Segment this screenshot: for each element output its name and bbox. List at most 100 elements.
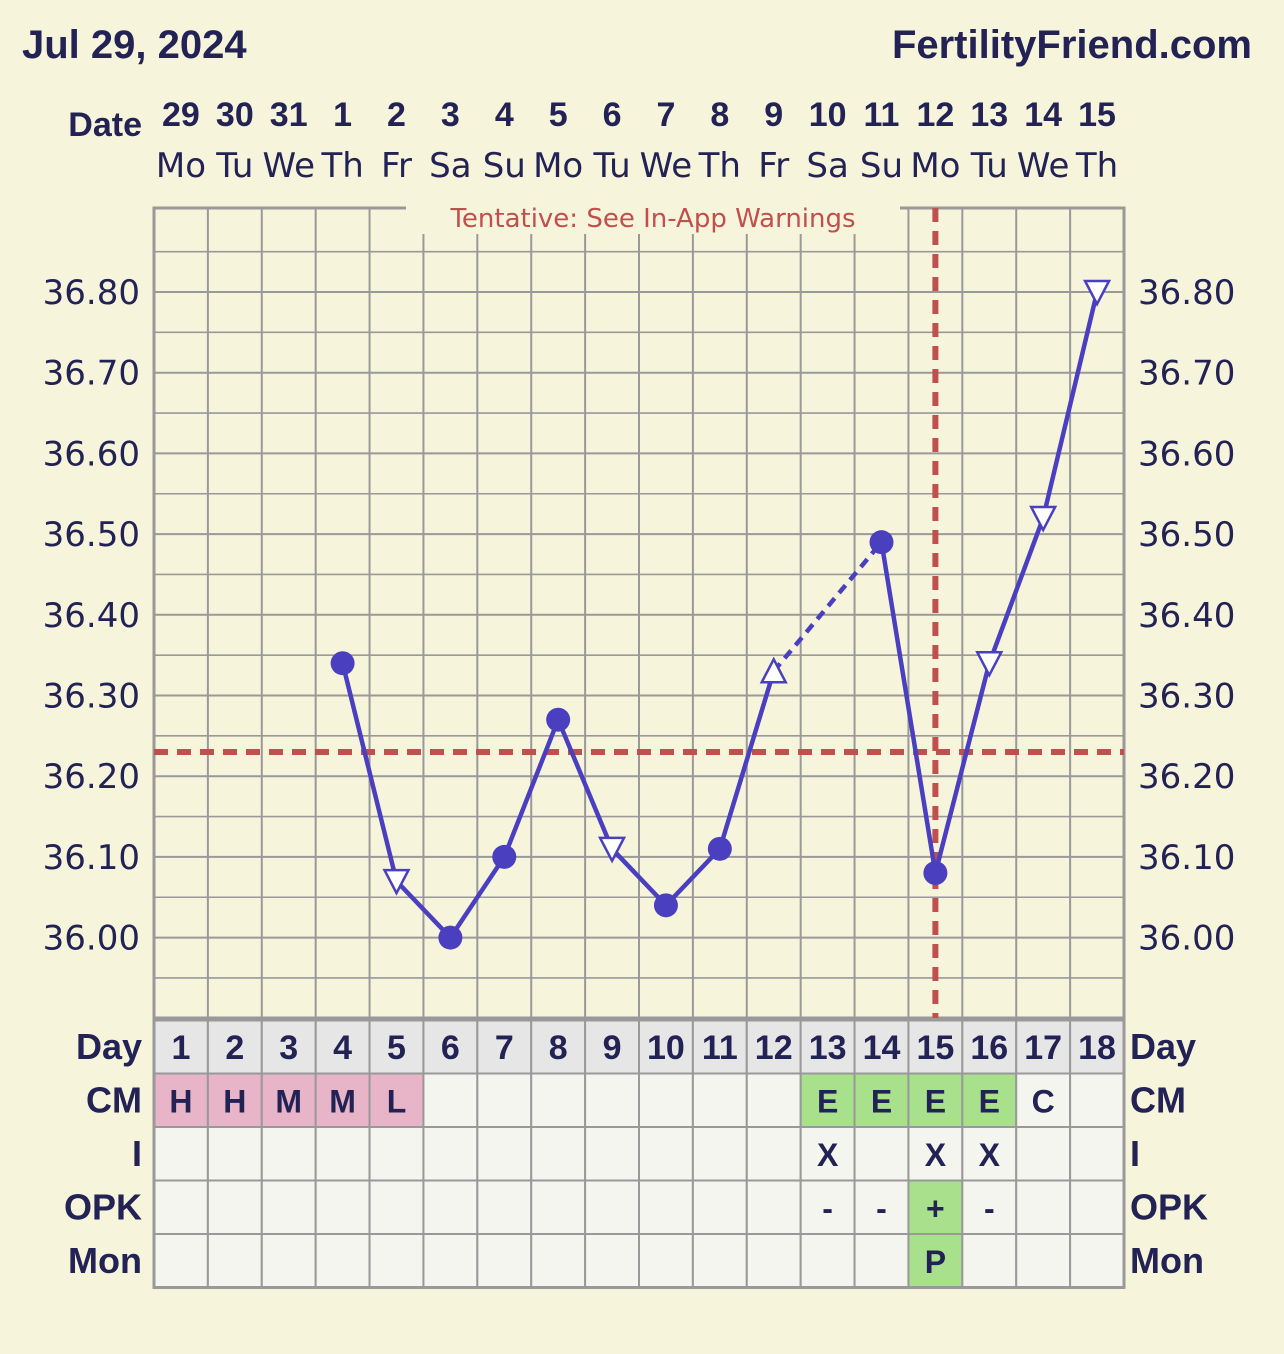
table-cell-value: 1 <box>171 1029 190 1067</box>
y-axis-ticks: 36.00 36.00 36.10 36.10 36.20 36.20 36.30 36.30… <box>43 273 1236 959</box>
row-label-left: OPK <box>64 1186 142 1227</box>
table-cell-value: M <box>329 1083 356 1119</box>
temperature-markers <box>330 279 1112 950</box>
temperature-segment <box>879 541 938 874</box>
date-label: 11 <box>864 96 900 134</box>
temperature-segment <box>1040 291 1100 519</box>
table-cell <box>799 1179 856 1235</box>
table-cell-value: E <box>979 1083 1000 1119</box>
weekday-label: Sa <box>806 146 848 186</box>
table-cell-value: - <box>876 1190 887 1226</box>
row-label-left: CM <box>86 1079 142 1120</box>
table-cell <box>691 1072 748 1128</box>
temperature-point <box>869 530 894 555</box>
table-cell <box>1015 1233 1072 1289</box>
temperature-point <box>330 651 355 676</box>
date-label: 31 <box>270 96 308 134</box>
temperature-point <box>492 844 517 869</box>
weekday-label: Mo <box>156 146 206 186</box>
table-cell-value: X <box>925 1137 947 1173</box>
y-tick-label-right: 36.30 <box>1138 677 1235 717</box>
y-tick-label-left: 36.10 <box>43 838 140 878</box>
date-label: 13 <box>970 96 1008 134</box>
table-cell <box>530 1179 587 1235</box>
row-label-right: Day <box>1130 1026 1196 1067</box>
table-cell-value: 11 <box>702 1029 738 1067</box>
table-cell <box>368 1233 425 1289</box>
y-tick-label-right: 36.20 <box>1138 757 1235 797</box>
table-cell <box>368 1126 425 1182</box>
table-cell-value: X <box>979 1137 1001 1173</box>
temperature-point <box>707 836 732 861</box>
table-cell <box>1069 1126 1125 1182</box>
weekday-label: Sa <box>429 146 471 186</box>
y-tick-label-right: 36.60 <box>1138 434 1235 474</box>
table-cell-value: - <box>984 1190 995 1226</box>
table-cell <box>476 1233 533 1289</box>
table-cell <box>638 1233 694 1289</box>
weekday-label: Th <box>698 146 741 186</box>
table-cell <box>745 1233 802 1289</box>
table-cell <box>153 1072 209 1128</box>
temperature-point <box>923 861 948 886</box>
table-cell <box>476 1019 533 1075</box>
row-label-left: Mon <box>68 1240 142 1281</box>
y-tick-label-left: 36.50 <box>43 515 140 555</box>
table-cell <box>422 1233 479 1289</box>
table-cell <box>638 1019 694 1075</box>
table-cell <box>853 1126 910 1182</box>
weekday-label: Su <box>860 146 903 186</box>
y-tick-label-right: 36.80 <box>1138 273 1235 313</box>
table-frame <box>152 1018 1126 1289</box>
date-label: 4 <box>495 96 514 134</box>
table-cell <box>1015 1126 1072 1182</box>
date-label: 29 <box>162 96 200 134</box>
date-label: 5 <box>549 96 568 134</box>
table-cell-value: 16 <box>970 1029 1008 1067</box>
table-cell-value: X <box>817 1137 839 1173</box>
weekday-label: Tu <box>970 146 1008 186</box>
grid <box>152 206 1126 1020</box>
temperature-segment <box>448 855 507 939</box>
date-label: 2 <box>387 96 406 134</box>
table-cell <box>260 1179 317 1235</box>
row-label-right: OPK <box>1130 1186 1208 1227</box>
weekday-label: Fr <box>758 146 789 186</box>
date-row-label: Date <box>68 106 142 144</box>
table-cell <box>206 1179 263 1235</box>
weekday-label: Mo <box>533 146 583 186</box>
weekday-label: We <box>262 146 315 186</box>
temperature-point-open <box>1082 279 1112 307</box>
table-cell <box>638 1179 694 1235</box>
y-tick-label-right: 36.10 <box>1138 838 1235 878</box>
table-cell <box>584 1072 640 1128</box>
table-cell <box>422 1126 479 1182</box>
table-cell <box>422 1019 479 1075</box>
table-cell <box>153 1233 209 1289</box>
temperature-point-open <box>1029 505 1058 533</box>
temperature-segment <box>933 662 992 874</box>
temperature-point-open <box>975 650 1004 678</box>
table-cell <box>260 1126 317 1182</box>
date-label: 15 <box>1078 96 1116 134</box>
y-tick-label-left: 36.70 <box>43 354 140 394</box>
row-label-right: I <box>1130 1133 1140 1174</box>
table-cell-value: 7 <box>495 1029 514 1067</box>
y-tick-label-right: 36.40 <box>1138 596 1235 636</box>
y-tick-label-left: 36.30 <box>43 677 140 717</box>
temperature-point-open <box>382 868 411 896</box>
weekday-label: Fr <box>381 146 412 186</box>
temperature-segment <box>394 879 453 940</box>
table-cell-value: P <box>925 1244 946 1280</box>
table-cell <box>530 1126 587 1182</box>
table-cell-value: 4 <box>333 1029 352 1067</box>
date-label: 6 <box>603 96 622 134</box>
table-cell <box>638 1072 694 1128</box>
table-cell <box>476 1179 533 1235</box>
table-cell <box>584 1233 640 1289</box>
table-cell <box>153 1179 209 1235</box>
table-cell <box>853 1072 910 1128</box>
date-label: 3 <box>441 96 460 134</box>
